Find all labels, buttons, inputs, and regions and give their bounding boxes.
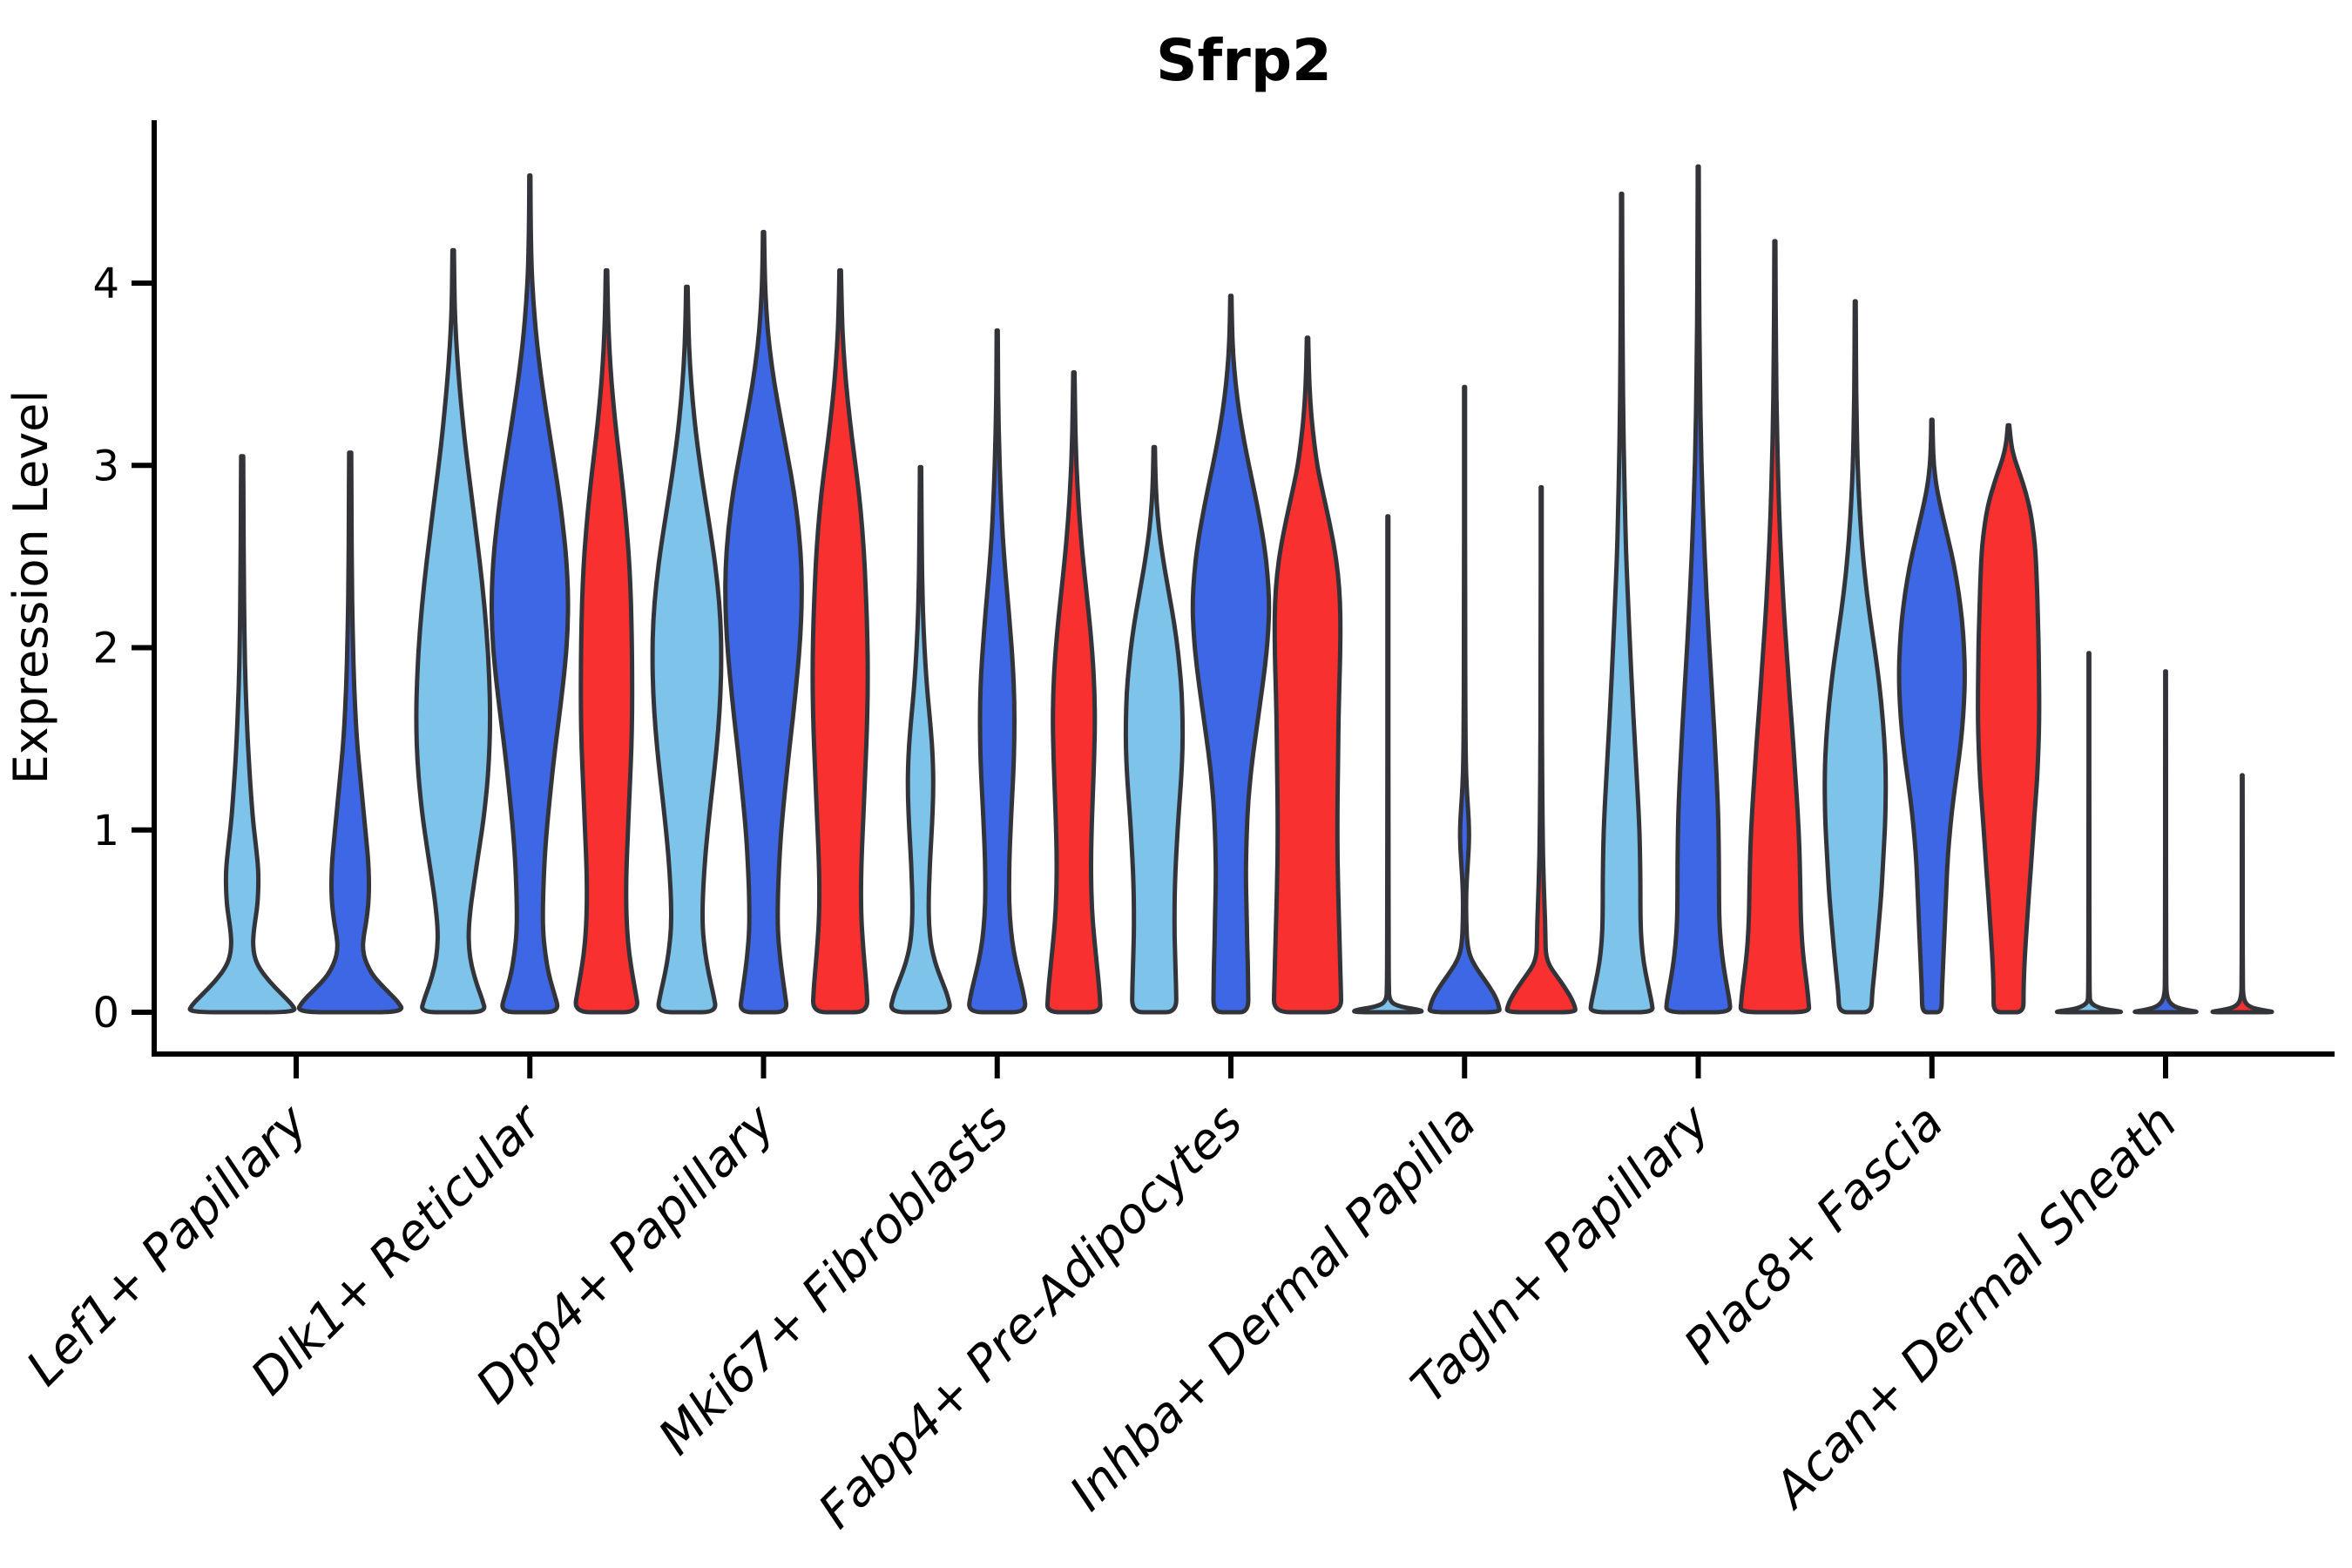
violin-fabp4-pre-adipocytes-red — [1271, 335, 1344, 1015]
y-tick-label: 2 — [92, 625, 119, 673]
violin-dlk1-reticular-light-blue — [414, 247, 493, 1015]
violin-tagln-papillary-light-blue — [1588, 192, 1655, 1015]
x-tick-label-acan-dermal-sheath: Acan+ Dermal Sheath — [1762, 1094, 2188, 1520]
violin-mki67-fibroblasts-light-blue — [889, 464, 952, 1015]
violin-plac8-fascia-light-blue — [1822, 299, 1889, 1015]
violin-tagln-papillary-red — [1738, 239, 1812, 1015]
y-tick-label: 3 — [92, 442, 119, 490]
violin-lef1-papillary-dark-blue — [296, 450, 404, 1015]
violin-tagln-papillary-dark-blue — [1664, 164, 1733, 1015]
violin-inhba-dermal-papilla-dark-blue — [1427, 384, 1502, 1015]
violin-inhba-dermal-papilla-red — [1504, 484, 1578, 1015]
violin-acan-dermal-sheath-dark-blue — [2132, 669, 2199, 1015]
plot-title: Sfrp2 — [1156, 27, 1332, 94]
violin-mki67-fibroblasts-red — [1044, 370, 1103, 1015]
violin-plac8-fascia-dark-blue — [1896, 417, 1967, 1015]
x-tick-label-inhba-dermal-papilla: Inhba+ Dermal Papilla — [1059, 1094, 1487, 1522]
violin-dpp4-papillary-dark-blue — [723, 229, 804, 1015]
y-tick-label: 4 — [92, 260, 119, 308]
violin-dpp4-papillary-red — [810, 267, 870, 1015]
violin-mki67-fibroblasts-dark-blue — [967, 328, 1028, 1015]
x-tick-label-fabp4-pre-adipocytes: Fabp4+ Pre-Adipocytes — [808, 1094, 1254, 1539]
violin-dlk1-reticular-dark-blue — [489, 173, 571, 1015]
violin-plac8-fascia-red — [1976, 422, 2042, 1015]
y-axis-label: Expression Level — [3, 390, 58, 785]
violin-lef1-papillary-light-blue — [187, 454, 297, 1015]
violin-inhba-dermal-papilla-light-blue — [1352, 514, 1424, 1015]
violin-dlk1-reticular-red — [573, 267, 639, 1015]
violin-fabp4-pre-adipocytes-dark-blue — [1190, 294, 1272, 1015]
y-tick-label: 1 — [92, 807, 119, 855]
y-tick-label: 0 — [92, 989, 119, 1037]
violin-acan-dermal-sheath-red — [2210, 773, 2274, 1015]
violin-fabp4-pre-adipocytes-light-blue — [1123, 444, 1186, 1015]
violin-acan-dermal-sheath-light-blue — [2055, 651, 2123, 1015]
violin-dpp4-papillary-light-blue — [650, 284, 724, 1015]
